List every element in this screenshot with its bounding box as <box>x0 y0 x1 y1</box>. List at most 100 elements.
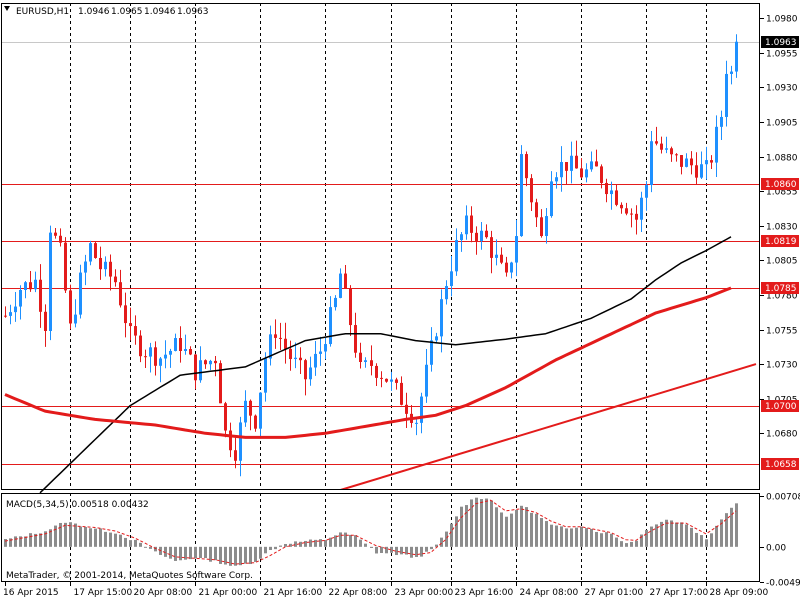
macd-bar <box>555 525 558 547</box>
level-tag <box>761 235 799 247</box>
candle-body <box>34 279 37 290</box>
candle-body <box>680 155 683 167</box>
candle-body <box>525 154 528 179</box>
macd-bar <box>214 546 217 561</box>
candle-body <box>269 334 272 359</box>
candle-body <box>515 236 518 263</box>
candle-body <box>665 148 668 150</box>
price-tick-label: 1.0855 <box>766 188 798 198</box>
candles <box>4 34 738 477</box>
macd-bar <box>610 533 613 547</box>
macd-tick-label: 0.00 <box>766 544 786 554</box>
candle-body <box>169 350 172 355</box>
macd-bar <box>585 528 588 547</box>
macd-bar <box>54 525 57 547</box>
current-price-tag <box>761 36 799 48</box>
candle-body <box>54 232 57 236</box>
candle-body <box>720 116 723 127</box>
macd-bar <box>354 535 357 547</box>
current-price-tag-label: 1.0963 <box>765 38 797 48</box>
candle-body <box>334 297 337 308</box>
macd-bar <box>655 524 658 547</box>
price-tick-label: 1.0680 <box>766 430 798 440</box>
candle-body <box>69 290 72 324</box>
time-tick-label: 20 Apr 08:00 <box>134 588 193 598</box>
candle-body <box>39 279 42 312</box>
macd-bar <box>545 521 548 547</box>
candle-body <box>329 307 332 345</box>
macd-panel <box>4 497 738 566</box>
macd-bar <box>129 540 132 547</box>
macd-bar <box>119 534 122 547</box>
macd-bar <box>690 527 693 547</box>
candle-body <box>199 360 202 381</box>
macd-bar <box>665 519 668 547</box>
candle-body <box>204 360 207 365</box>
candle-body <box>625 208 628 214</box>
candle-body <box>495 254 498 258</box>
candle-body <box>405 404 408 414</box>
macd-bar <box>390 546 393 553</box>
candle-body <box>535 202 538 218</box>
macd-bar <box>420 546 423 557</box>
macd-bar <box>49 529 52 547</box>
dropdown-triangle-icon[interactable] <box>4 6 10 11</box>
candle-body <box>259 392 262 429</box>
candle-body <box>695 165 698 178</box>
macd-bar <box>324 540 327 547</box>
candle-body <box>560 162 563 178</box>
macd-bar <box>635 540 638 547</box>
macd-bar <box>194 546 197 559</box>
ohlc-open: 1.0946 <box>78 7 110 17</box>
macd-bar <box>234 546 237 566</box>
candle-body <box>395 379 398 383</box>
candle-body <box>364 360 367 362</box>
candle-body <box>555 177 558 182</box>
macd-bar <box>364 543 367 547</box>
macd-bar <box>395 546 398 556</box>
level-tag-label: 1.0860 <box>765 180 797 190</box>
candle-body <box>700 164 703 178</box>
candle-body <box>294 357 297 360</box>
candle-body <box>470 215 473 233</box>
time-tick-label: 24 Apr 08:00 <box>520 588 579 598</box>
macd-bar <box>460 506 463 547</box>
macd-bar <box>560 526 563 547</box>
candle-body <box>299 357 302 361</box>
candle-body <box>685 158 688 167</box>
macd-bar <box>495 507 498 547</box>
candle-body <box>375 365 378 378</box>
candle-body <box>465 215 468 235</box>
candle-body <box>590 161 593 170</box>
level-tag <box>761 282 799 294</box>
price-tick-label: 1.0980 <box>766 15 798 25</box>
price-tick-label: 1.0755 <box>766 327 798 337</box>
candle-body <box>104 261 107 270</box>
macd-bar <box>184 546 187 560</box>
candle-body <box>585 169 588 178</box>
price-tick-label: 1.0780 <box>766 292 798 302</box>
horizontal-levels[interactable] <box>1 42 760 465</box>
macd-bar <box>435 544 438 547</box>
macd-bar <box>249 546 252 565</box>
level-tag-label: 1.0785 <box>765 284 797 294</box>
macd-bar <box>400 546 403 555</box>
candle-body <box>540 217 543 237</box>
main-panel-border <box>1 3 760 490</box>
macd-bar <box>204 546 207 559</box>
candle-body <box>460 234 463 241</box>
macd-bar <box>455 516 458 547</box>
price-tick-label: 1.0930 <box>766 84 798 94</box>
macd-bar <box>415 546 418 557</box>
level-tag-label: 1.0658 <box>765 460 797 470</box>
macd-bar <box>405 546 408 555</box>
candle-body <box>550 181 553 217</box>
macd-bar <box>189 546 192 560</box>
macd-bar <box>540 518 543 547</box>
candle-body <box>184 349 187 351</box>
level-tag <box>761 178 799 190</box>
candle-body <box>279 337 282 339</box>
macd-bar <box>14 536 17 547</box>
macd-panel-border <box>1 493 760 582</box>
